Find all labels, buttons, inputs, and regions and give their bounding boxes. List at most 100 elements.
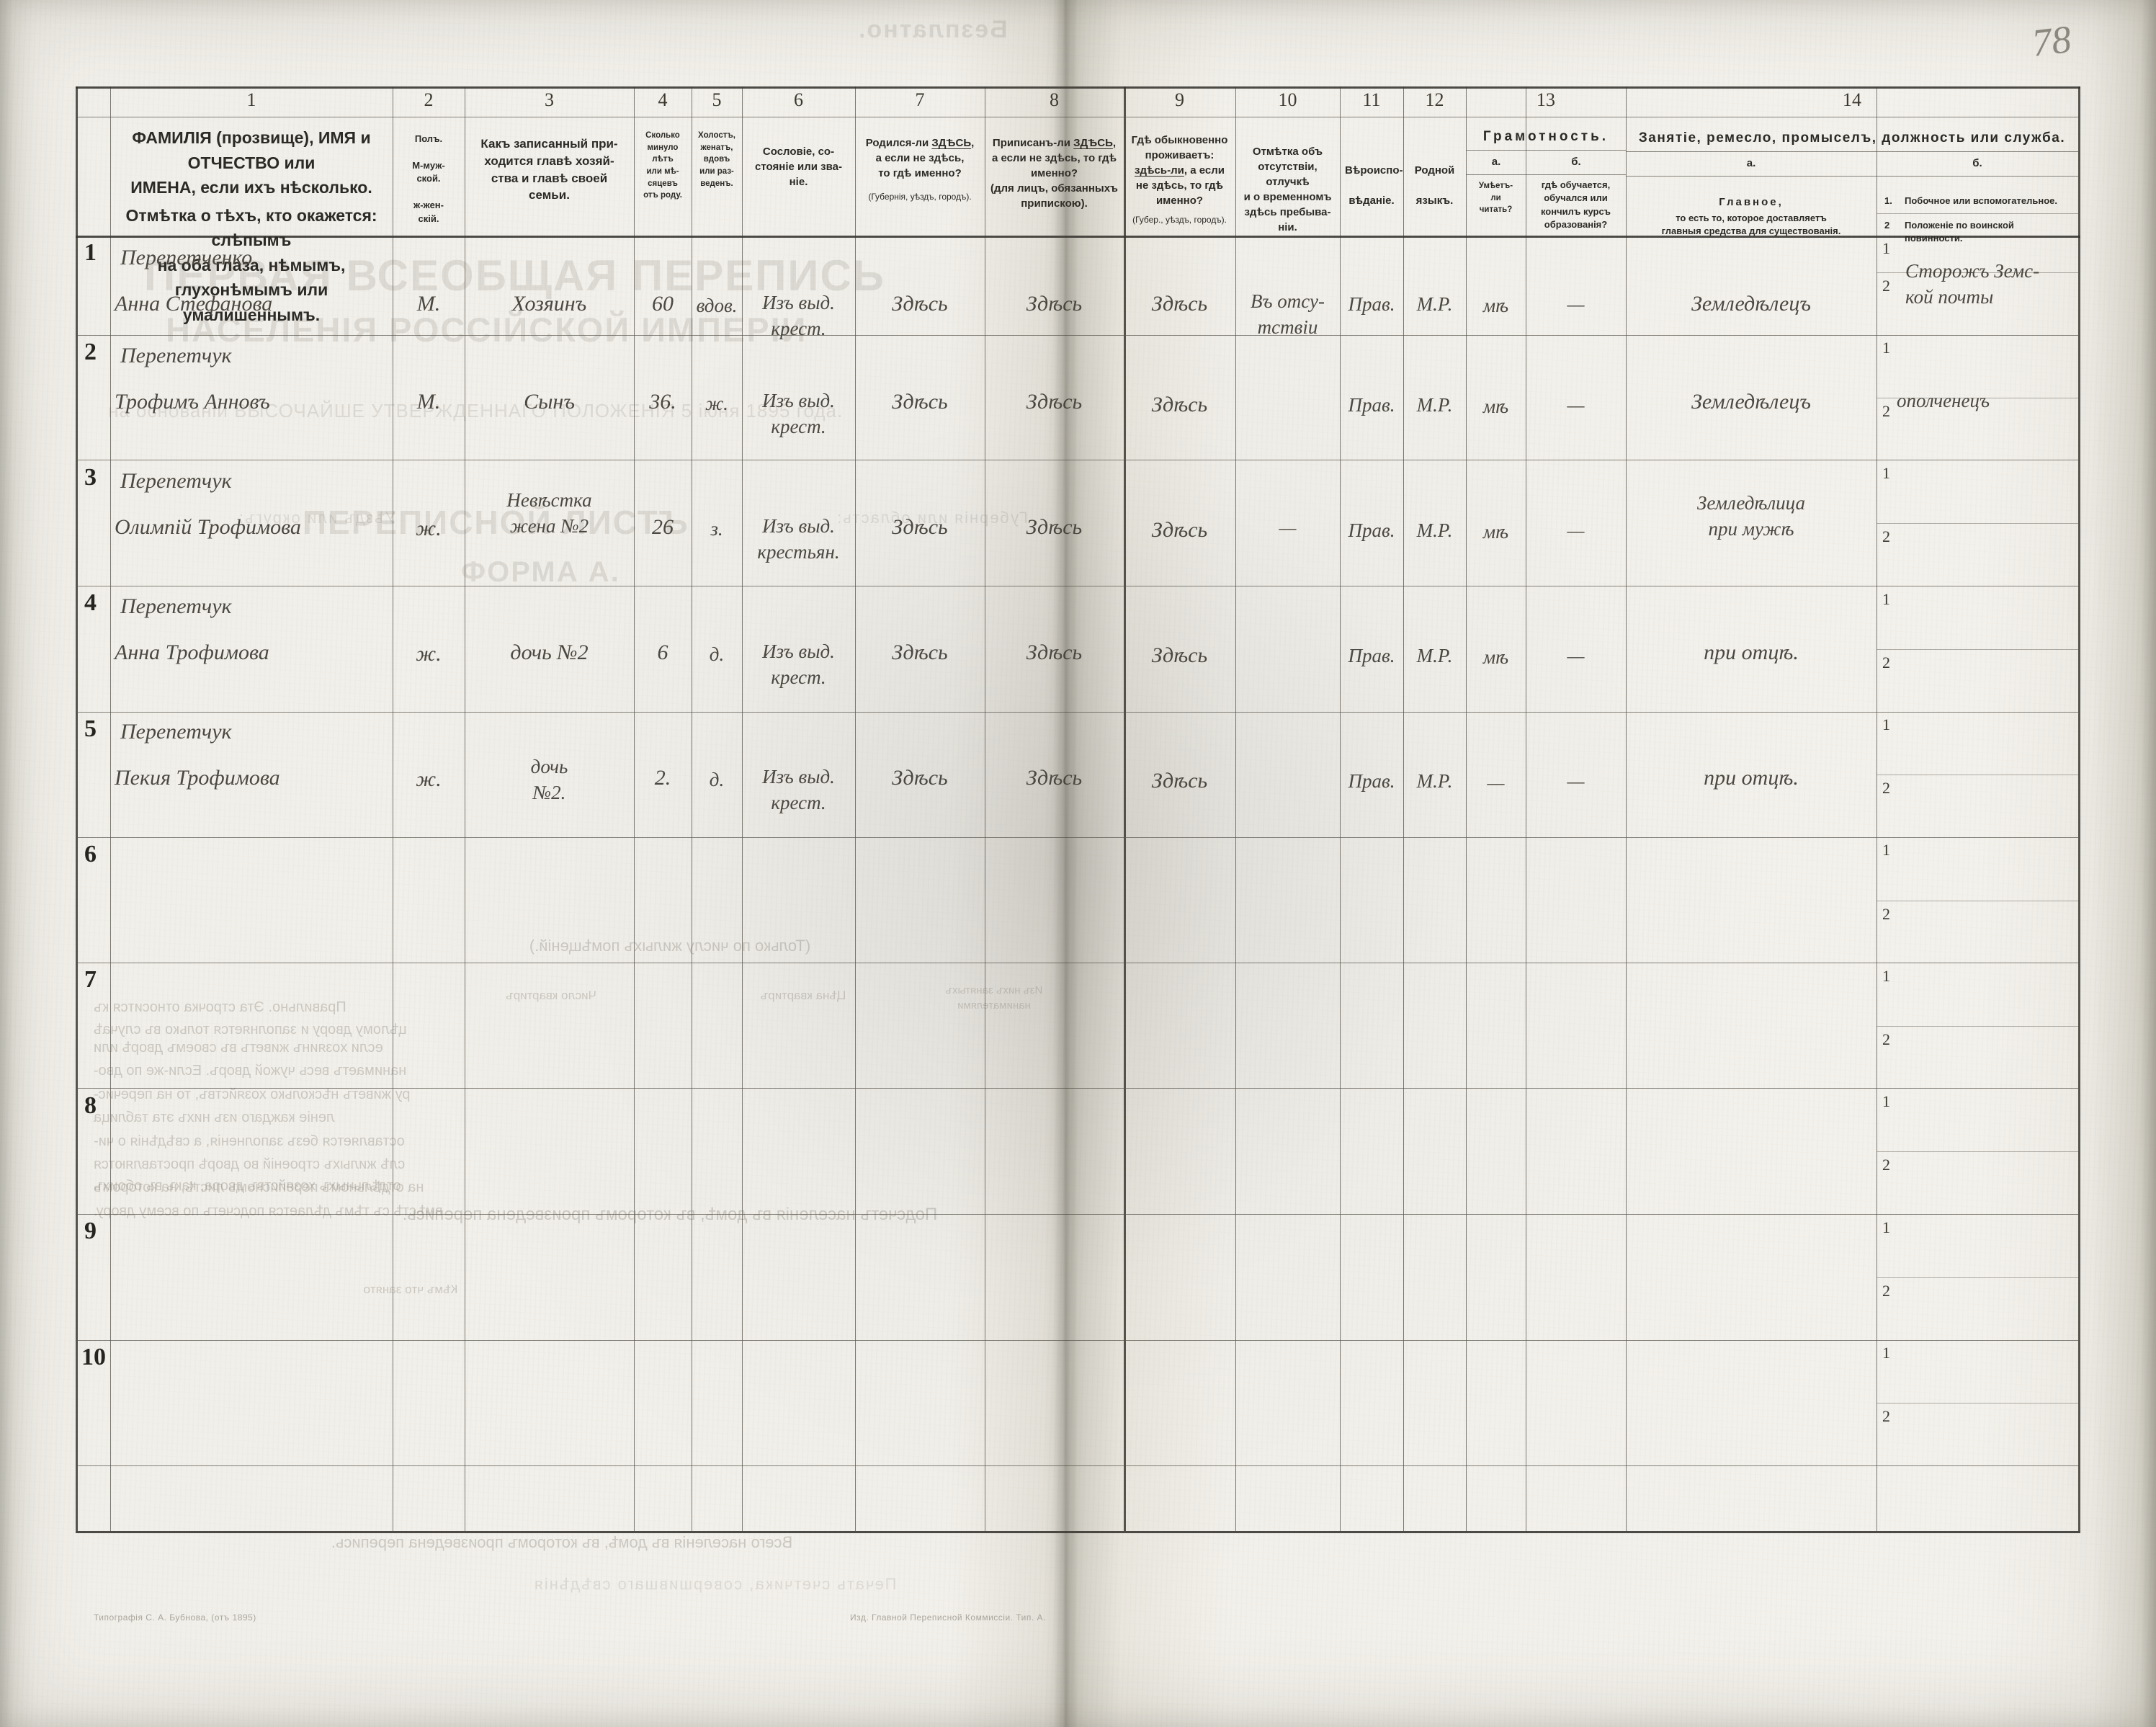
header-col1-line5: умалишеннымъ. [182, 305, 321, 324]
entry-residence: Здѣсь [1151, 518, 1208, 542]
entry-religion: Прав. [1348, 394, 1395, 416]
entry-birthplace: Здѣсь [892, 390, 948, 414]
entry-marital: д. [709, 769, 725, 790]
entry-relation: Сынъ [524, 390, 575, 414]
entry-main-occupation: при отцѣ. [1704, 766, 1799, 790]
colnum-9: 9 [1175, 89, 1184, 110]
header-col1-line3: Отмѣтка о тѣхъ, кто окажется: слѣпымъ [125, 205, 377, 250]
entry-literacy-read: мѣ [1482, 646, 1509, 668]
header-col13a: Умѣетъ- ли читать? [1478, 182, 1513, 215]
header-col9-note: (Губер., уѣздъ, городъ). [1132, 215, 1227, 225]
header-col8-c: , а если не здѣсь, то гдѣ именно? (для л… [990, 137, 1118, 210]
header-col8: Приписанъ-ли ЗДѢСЬ, а если не здѣсь, то … [986, 134, 1122, 213]
entry-residence: Здѣсь [1151, 292, 1208, 316]
entry-literacy-read: — [1487, 772, 1505, 793]
subnum-row5-2: 2 [1882, 779, 1890, 797]
rule-c13-c14 [1626, 86, 1627, 1531]
header-col6: Сословіе, со- стояніе или зва- ніе. [755, 146, 842, 188]
colnum-3: 3 [545, 89, 554, 110]
entry-birthplace: Здѣсь [892, 292, 948, 316]
colnum-1: 1 [246, 89, 256, 110]
header-col5: Холостъ, женатъ, вдовъ или раз- веденъ. [698, 131, 735, 188]
entry-sex: ж. [416, 517, 442, 540]
colnum-13: 13 [1537, 89, 1555, 110]
header-col13b-label: б. [1571, 156, 1581, 168]
entry-estate: Изъ выд. крест. [762, 641, 835, 689]
entry-literacy-read: мѣ [1482, 295, 1509, 316]
entry-sex: М. [416, 390, 441, 414]
entry-religion: Прав. [1348, 519, 1395, 541]
rownum-1: 1 [84, 239, 97, 266]
entry-language: М.Р. [1416, 770, 1453, 792]
subnum-row8-1: 1 [1882, 1092, 1890, 1110]
rule-c14b-split-10 [1877, 1403, 2080, 1404]
entry-estate: Изъ выд. крест. [762, 390, 835, 438]
entry-given-name: Трофимъ Анновъ [115, 390, 270, 414]
entry-registration: Здѣсь [1026, 292, 1083, 316]
entry-registration: Здѣсь [1026, 766, 1083, 790]
entry-religion: Прав. [1348, 645, 1395, 666]
colnum-7: 7 [915, 89, 925, 110]
entry-birthplace: Здѣсь [892, 515, 948, 539]
rule-c14b-split-1 [1877, 272, 2080, 273]
header-col14a-main-title: Главное, [1719, 196, 1784, 208]
rownum-5: 5 [84, 715, 97, 742]
rule-below-headers [76, 236, 2080, 238]
header-col3: Какъ записанный при- ходится главѣ хозяй… [480, 137, 618, 202]
entry-literacy-school: — [1567, 519, 1585, 541]
header-col7: Родился-ли ЗДѢСЬ, а если не здѣсь, то гд… [856, 134, 983, 205]
header-col2: Полъ. М-муж- ской. ж-жен- скій. [412, 133, 445, 224]
entry-marital: з. [710, 518, 723, 540]
footer-printer-right: Изд. Главной Переписной Коммиссіи. Тип. … [850, 1612, 1046, 1623]
header-col1-line1: ФАМИЛІЯ (прозвище), ИМЯ и ОТЧЕСТВО или [132, 128, 371, 172]
folio-page-number: 78 [2029, 17, 2074, 66]
entry-language: М.Р. [1416, 645, 1453, 666]
rule-row7 [76, 1088, 2080, 1089]
header-col14-title: Занятіе, ремесло, промыселъ, должность и… [1638, 130, 2066, 146]
subnum-row9-2: 2 [1882, 1282, 1890, 1300]
header-col11: Вѣроиспо- вѣданіе. [1345, 164, 1403, 207]
header-col12: Родной языкъ. [1414, 164, 1455, 207]
header-col8-zdes: ЗДѢСЬ [1073, 137, 1113, 149]
colnum-4: 4 [658, 89, 668, 110]
subnum-row1-2: 2 [1882, 277, 1890, 295]
colnum-11: 11 [1362, 89, 1381, 110]
colnum-12: 12 [1425, 89, 1444, 110]
entry-given-name: Анна Стефанова [115, 292, 273, 316]
header-col14b-label: б. [1972, 157, 1982, 169]
entry-religion: Прав. [1348, 293, 1395, 315]
rule-row1 [76, 335, 2080, 336]
subnum-row3-2: 2 [1882, 527, 1890, 545]
entry-residence: Здѣсь [1151, 393, 1208, 416]
entry-absence-note: Въ отсу- тствіи [1250, 290, 1325, 339]
entry-absence-note: — [1279, 517, 1297, 538]
rule-c5-c6 [742, 86, 743, 1531]
header-col13a-label: а. [1491, 156, 1501, 168]
rule-rownum [110, 86, 111, 1531]
subnum-row1-1: 1 [1882, 239, 1890, 257]
entry-registration: Здѣсь [1026, 390, 1083, 414]
entry-marital: д. [709, 643, 725, 665]
subnum-row8-2: 2 [1882, 1156, 1890, 1174]
rule-c10-c11 [1340, 86, 1341, 1531]
rule-row9 [76, 1340, 2080, 1341]
entry-literacy-read: мѣ [1482, 396, 1509, 417]
rownum-3: 3 [84, 464, 97, 491]
table-right-border [2078, 86, 2080, 1531]
entry-given-name: Пекия Трофимова [115, 766, 280, 790]
subnum-row9-1: 1 [1882, 1218, 1890, 1236]
rule-c3-c4 [634, 86, 635, 1531]
entry-secondary-occupation: Сторожъ Земс- кой почты [1905, 260, 2040, 308]
colnum-2: 2 [424, 89, 434, 110]
entry-estate: Изъ выд. крест. [762, 292, 835, 340]
rule-top-border [76, 86, 2080, 89]
rule-row10 [76, 1465, 2080, 1466]
rownum-8: 8 [84, 1092, 97, 1119]
entry-main-occupation: Земледѣлецъ [1691, 390, 1811, 414]
entry-age: 26 [652, 515, 674, 539]
rownum-7: 7 [84, 966, 97, 993]
header-col13-title: Грамотность. [1482, 129, 1609, 144]
entry-relation: дочь №2 [510, 641, 589, 664]
header-col7-a: Родился-ли [865, 137, 932, 149]
